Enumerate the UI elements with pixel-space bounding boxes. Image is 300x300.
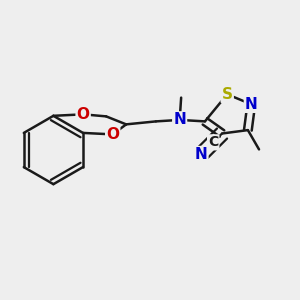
Text: O: O	[106, 127, 119, 142]
Text: O: O	[76, 107, 90, 122]
Text: N: N	[173, 112, 186, 128]
Text: N: N	[195, 147, 207, 162]
Text: C: C	[208, 135, 218, 149]
Text: S: S	[222, 87, 233, 102]
Text: N: N	[245, 97, 258, 112]
